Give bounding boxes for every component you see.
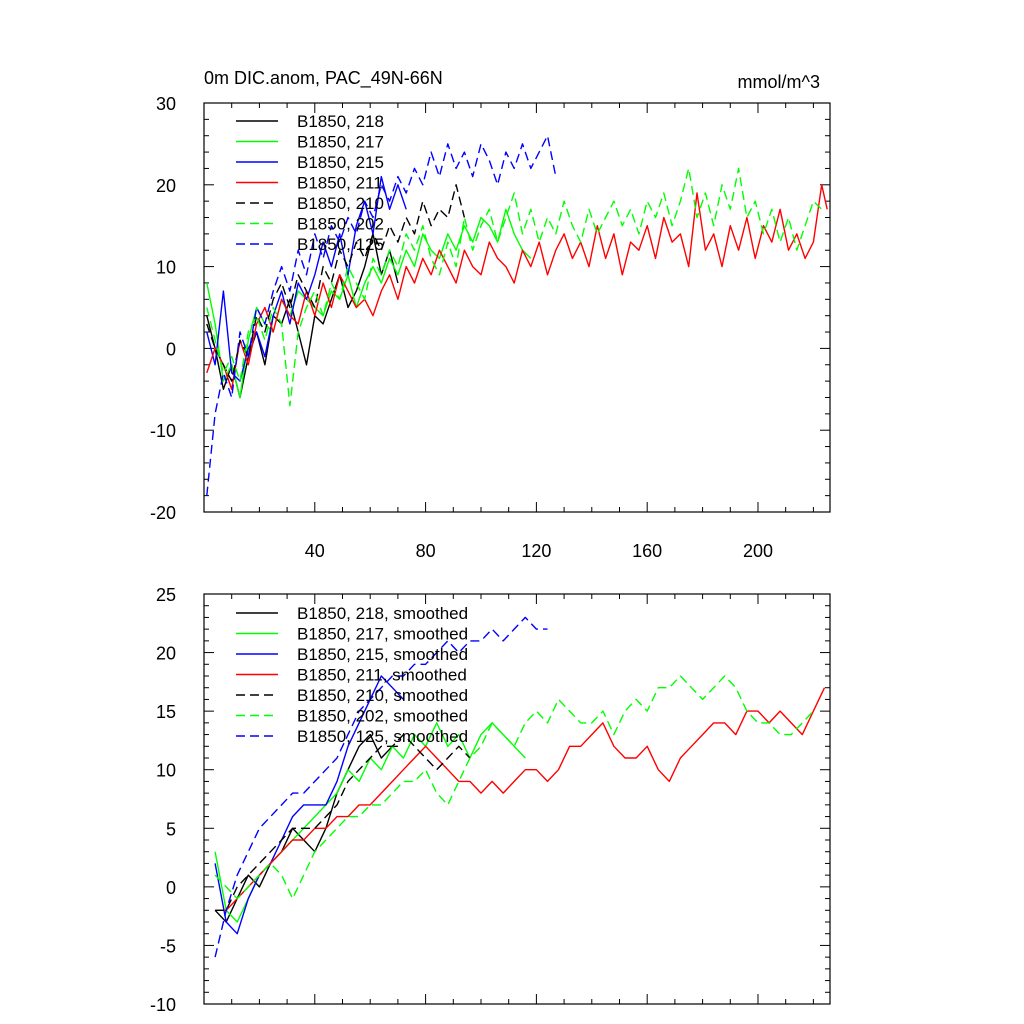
top-x-tick-label: 40 [305,541,325,561]
bottom-legend-label: B1850, 215, smoothed [297,645,468,664]
bottom-series-line-2 [214,675,404,935]
top-legend-label: B1850, 202 [297,215,384,234]
top-series-line-5 [206,167,823,407]
bottom-y-tick-label: 0 [166,878,176,898]
bottom-series-group [214,616,826,958]
top-series-line-3 [206,184,828,390]
top-x-tick-label: 120 [521,541,551,561]
bottom-series-line-0 [214,733,398,923]
top-legend-label: B1850, 218 [297,112,384,131]
top-chart-panel: -20 -10 0 10 20 30 40 80 120 160 200 B1850, 218 B185… [150,94,831,561]
top-legend-label: B1850, 215 [297,153,384,172]
bottom-y-tick-label: 15 [156,702,176,722]
bottom-legend-label: B1850, 217, smoothed [297,625,468,644]
top-y-tick-label: -20 [150,503,176,523]
bottom-legend-label: B1850, 218, smoothed [297,604,468,623]
top-x-tick-label: 200 [743,541,773,561]
top-chart-units: mmol/m^3 [738,72,820,92]
top-x-tick-label: 80 [416,541,436,561]
top-legend-label: B1850, 210 [297,194,384,213]
top-plot-frame [203,102,831,513]
bottom-legend-label: B1850, 202, smoothed [297,707,468,726]
top-y-tick-label: 30 [156,94,176,114]
bottom-y-tick-label: -10 [150,995,176,1015]
top-y-tick-label: 10 [156,258,176,278]
top-x-tick-label: 160 [632,541,662,561]
bottom-y-tick-label: 20 [156,644,176,664]
top-series-group [206,135,828,496]
bottom-series-line-4 [215,733,471,911]
top-series-line-2 [206,175,407,382]
top-legend-label: B1850, 211 [297,174,383,193]
top-chart-title: 0m DIC.anom, PAC_49N-66N [204,68,443,89]
top-y-tick-label: 0 [166,339,176,359]
bottom-series-line-3 [215,687,826,911]
top-series-line-4 [206,184,466,382]
bottom-legend-label: B1850, 125, smoothed [297,727,468,746]
bottom-series-line-5 [214,675,814,900]
bottom-y-tick-label: 25 [156,585,176,605]
bottom-y-tick-label: 5 [166,819,176,839]
bottom-series-line-1 [214,722,526,923]
bottom-legend-label: B1850, 210, smoothed [297,686,468,705]
bottom-y-tick-label: -5 [160,936,176,956]
bottom-y-tick-label: 10 [156,761,176,781]
top-y-tick-label: 20 [156,176,176,196]
top-y-tick-label: -10 [150,421,176,441]
top-series-line-6 [206,135,557,496]
top-legend-label: B1850, 217 [297,133,384,152]
bottom-series-line-6 [214,616,548,958]
top-legend-label: B1850, 125 [297,235,384,254]
bottom-legend-label: B1850, 211, smoothed [297,666,467,685]
bottom-plot-frame [203,593,831,1005]
bottom-chart-panel: -10 -5 0 5 10 15 20 25 B1850, 218, smoothed B1850… [150,585,831,1015]
